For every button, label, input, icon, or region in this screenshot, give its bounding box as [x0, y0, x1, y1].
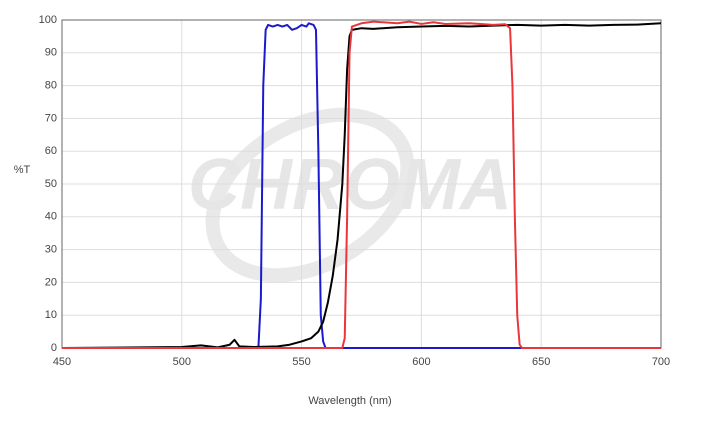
- y-axis-label: %T: [14, 164, 31, 176]
- x-tick-label: 650: [532, 356, 550, 368]
- watermark: CHROMA: [188, 107, 512, 283]
- y-tick-label: 0: [51, 342, 57, 354]
- y-tick-label: 50: [45, 178, 57, 190]
- y-tick-label: 90: [45, 47, 57, 59]
- watermark-swoosh: [205, 107, 415, 283]
- y-tick-label: 20: [45, 276, 57, 288]
- x-tick-label: 500: [173, 356, 191, 368]
- y-tick-label: 70: [45, 112, 57, 124]
- y-tick-label: 10: [45, 309, 57, 321]
- x-tick-label: 600: [412, 356, 430, 368]
- series-line: [62, 22, 661, 349]
- y-tick-label: 30: [45, 244, 57, 256]
- series-line: [62, 20, 661, 349]
- x-tick-label: 450: [53, 356, 71, 368]
- y-tick-label: 40: [45, 211, 57, 223]
- y-tick-label: 60: [45, 145, 57, 157]
- watermark-text: CHROMA: [188, 145, 512, 225]
- y-tick-label: 100: [39, 14, 57, 26]
- x-tick-label: 700: [652, 356, 670, 368]
- y-tick-label: 80: [45, 80, 57, 92]
- x-tick-label: 550: [292, 356, 310, 368]
- x-axis-label: Wavelength (nm): [308, 395, 391, 407]
- series-line: [61, 22, 662, 349]
